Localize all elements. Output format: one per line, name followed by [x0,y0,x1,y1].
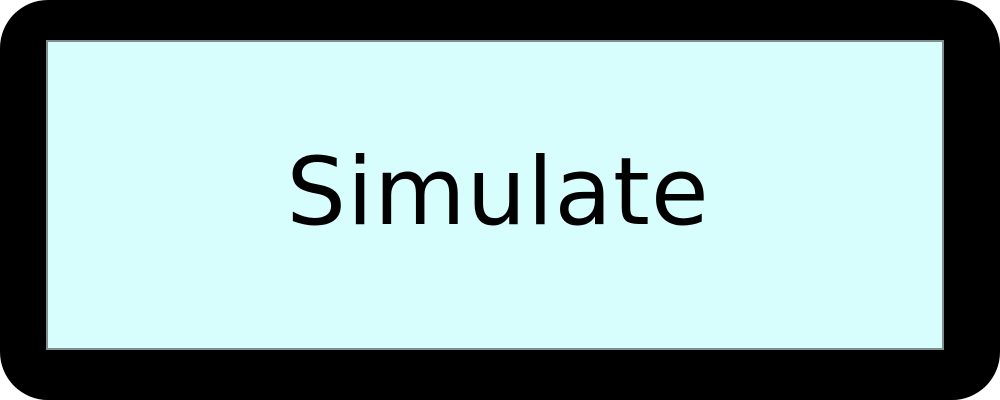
simulate-button[interactable]: Simulate [46,40,944,350]
simulate-button-label: Simulate [286,137,710,247]
